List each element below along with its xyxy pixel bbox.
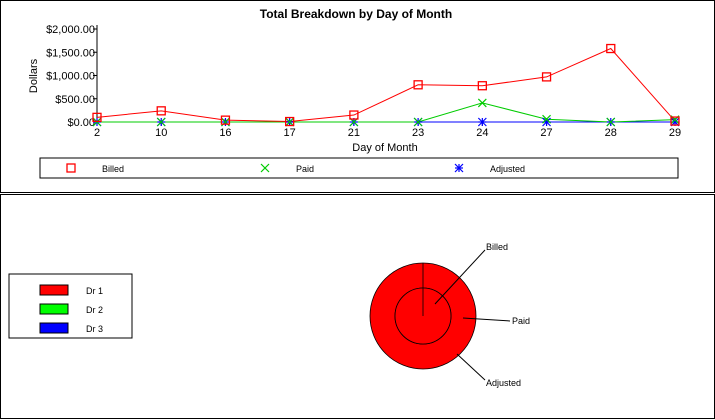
series-line-billed bbox=[97, 49, 675, 122]
x-tick-label: 29 bbox=[669, 127, 681, 139]
pie-legend-box bbox=[9, 274, 132, 338]
legend-swatch-dr1 bbox=[40, 285, 68, 295]
legend-label-dr1: Dr 1 bbox=[86, 286, 103, 296]
line-chart-panel: Total Breakdown by Day of Month Dollars … bbox=[0, 0, 715, 193]
y-tick-label: $500.00 bbox=[55, 94, 95, 106]
legend-swatch-dr3 bbox=[40, 323, 68, 333]
legend-label-billed: Billed bbox=[102, 164, 124, 174]
x-tick-label: 27 bbox=[540, 127, 552, 139]
y-tick-label: $0.00 bbox=[67, 117, 95, 129]
legend-label-paid: Paid bbox=[296, 164, 314, 174]
x-axis-label: Day of Month bbox=[352, 142, 417, 154]
y-tick-label: $1,500.00 bbox=[46, 47, 95, 59]
ring-label-adjusted: Adjusted bbox=[486, 378, 521, 388]
x-tick-label: 2 bbox=[94, 127, 100, 139]
y-axis-label: Dollars bbox=[28, 58, 40, 93]
y-tick-label: $2,000.00 bbox=[46, 24, 95, 36]
pie-chart: Dr 1 Dr 2 Dr 3 Billed Paid Adjusted bbox=[1, 195, 715, 420]
data-point-adjusted bbox=[478, 118, 486, 126]
line-legend-box bbox=[40, 158, 678, 178]
pie-chart-panel: Dr 1 Dr 2 Dr 3 Billed Paid Adjusted bbox=[0, 194, 715, 419]
ring-label-billed: Billed bbox=[486, 242, 508, 252]
leader-line-adjusted bbox=[457, 354, 485, 380]
data-point-paid bbox=[478, 99, 486, 107]
x-tick-label: 10 bbox=[155, 127, 167, 139]
legend-label-dr2: Dr 2 bbox=[86, 305, 103, 315]
plot-area: $0.00 $500.00 $1,000.00 $1,500.00 $2,000.00 2… bbox=[46, 24, 681, 139]
line-chart: Total Breakdown by Day of Month Dollars … bbox=[1, 1, 715, 194]
legend-marker-adjusted bbox=[455, 164, 463, 172]
x-tick-label: 21 bbox=[348, 127, 360, 139]
legend-label-dr3: Dr 3 bbox=[86, 324, 103, 334]
x-tick-label: 17 bbox=[284, 127, 296, 139]
chart-title: Total Breakdown by Day of Month bbox=[260, 7, 452, 21]
legend-swatch-dr2 bbox=[40, 304, 68, 314]
x-tick-label: 24 bbox=[476, 127, 488, 139]
ring-label-paid: Paid bbox=[512, 316, 530, 326]
x-tick-label: 28 bbox=[605, 127, 617, 139]
x-tick-label: 23 bbox=[412, 127, 424, 139]
pie-rings bbox=[370, 263, 476, 369]
y-tick-label: $1,000.00 bbox=[46, 71, 95, 83]
x-tick-label: 16 bbox=[219, 127, 231, 139]
legend-label-adjusted: Adjusted bbox=[490, 164, 525, 174]
series-line-paid bbox=[97, 103, 675, 122]
